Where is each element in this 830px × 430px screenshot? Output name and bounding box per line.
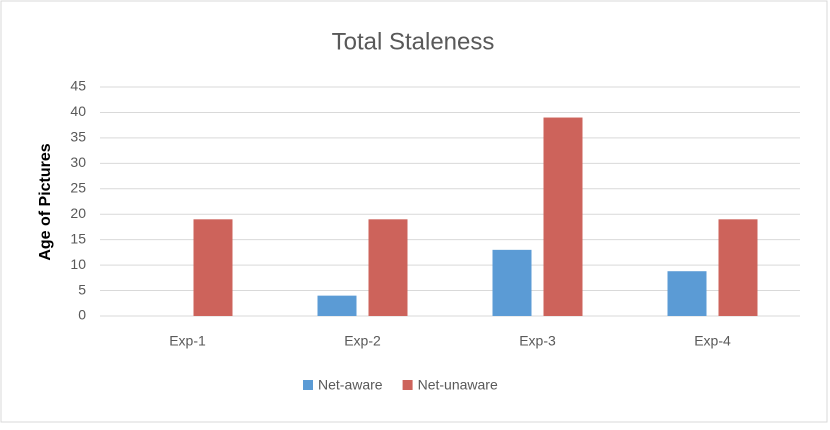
bar (718, 219, 758, 316)
x-tick-label: Exp-1 (169, 333, 206, 349)
y-tick-label: 45 (70, 78, 86, 94)
bar (667, 271, 707, 316)
y-tick-label: 10 (70, 256, 86, 272)
chart-title: Total Staleness (332, 28, 495, 55)
bar (193, 219, 233, 316)
legend-label: Net-unaware (418, 377, 498, 393)
y-tick-label: 5 (78, 281, 86, 297)
legend-swatch (303, 380, 313, 390)
bar (317, 295, 357, 316)
bar (368, 219, 408, 316)
bar (543, 117, 583, 317)
y-tick-label: 15 (70, 230, 86, 246)
x-tick-label: Exp-3 (519, 333, 556, 349)
y-axis-label: Age of Pictures (37, 143, 54, 260)
y-tick-label: 40 (70, 103, 86, 119)
x-tick-label: Exp-4 (694, 333, 731, 349)
y-tick-label: 20 (70, 205, 86, 221)
legend-swatch (402, 380, 413, 390)
legend-label: Net-aware (318, 377, 383, 393)
x-tick-label: Exp-2 (344, 333, 381, 349)
y-tick-label: 25 (70, 179, 86, 195)
y-tick-label: 0 (78, 307, 86, 323)
y-tick-label: 35 (70, 129, 86, 145)
bar (492, 249, 532, 316)
y-tick-label: 30 (70, 154, 86, 170)
